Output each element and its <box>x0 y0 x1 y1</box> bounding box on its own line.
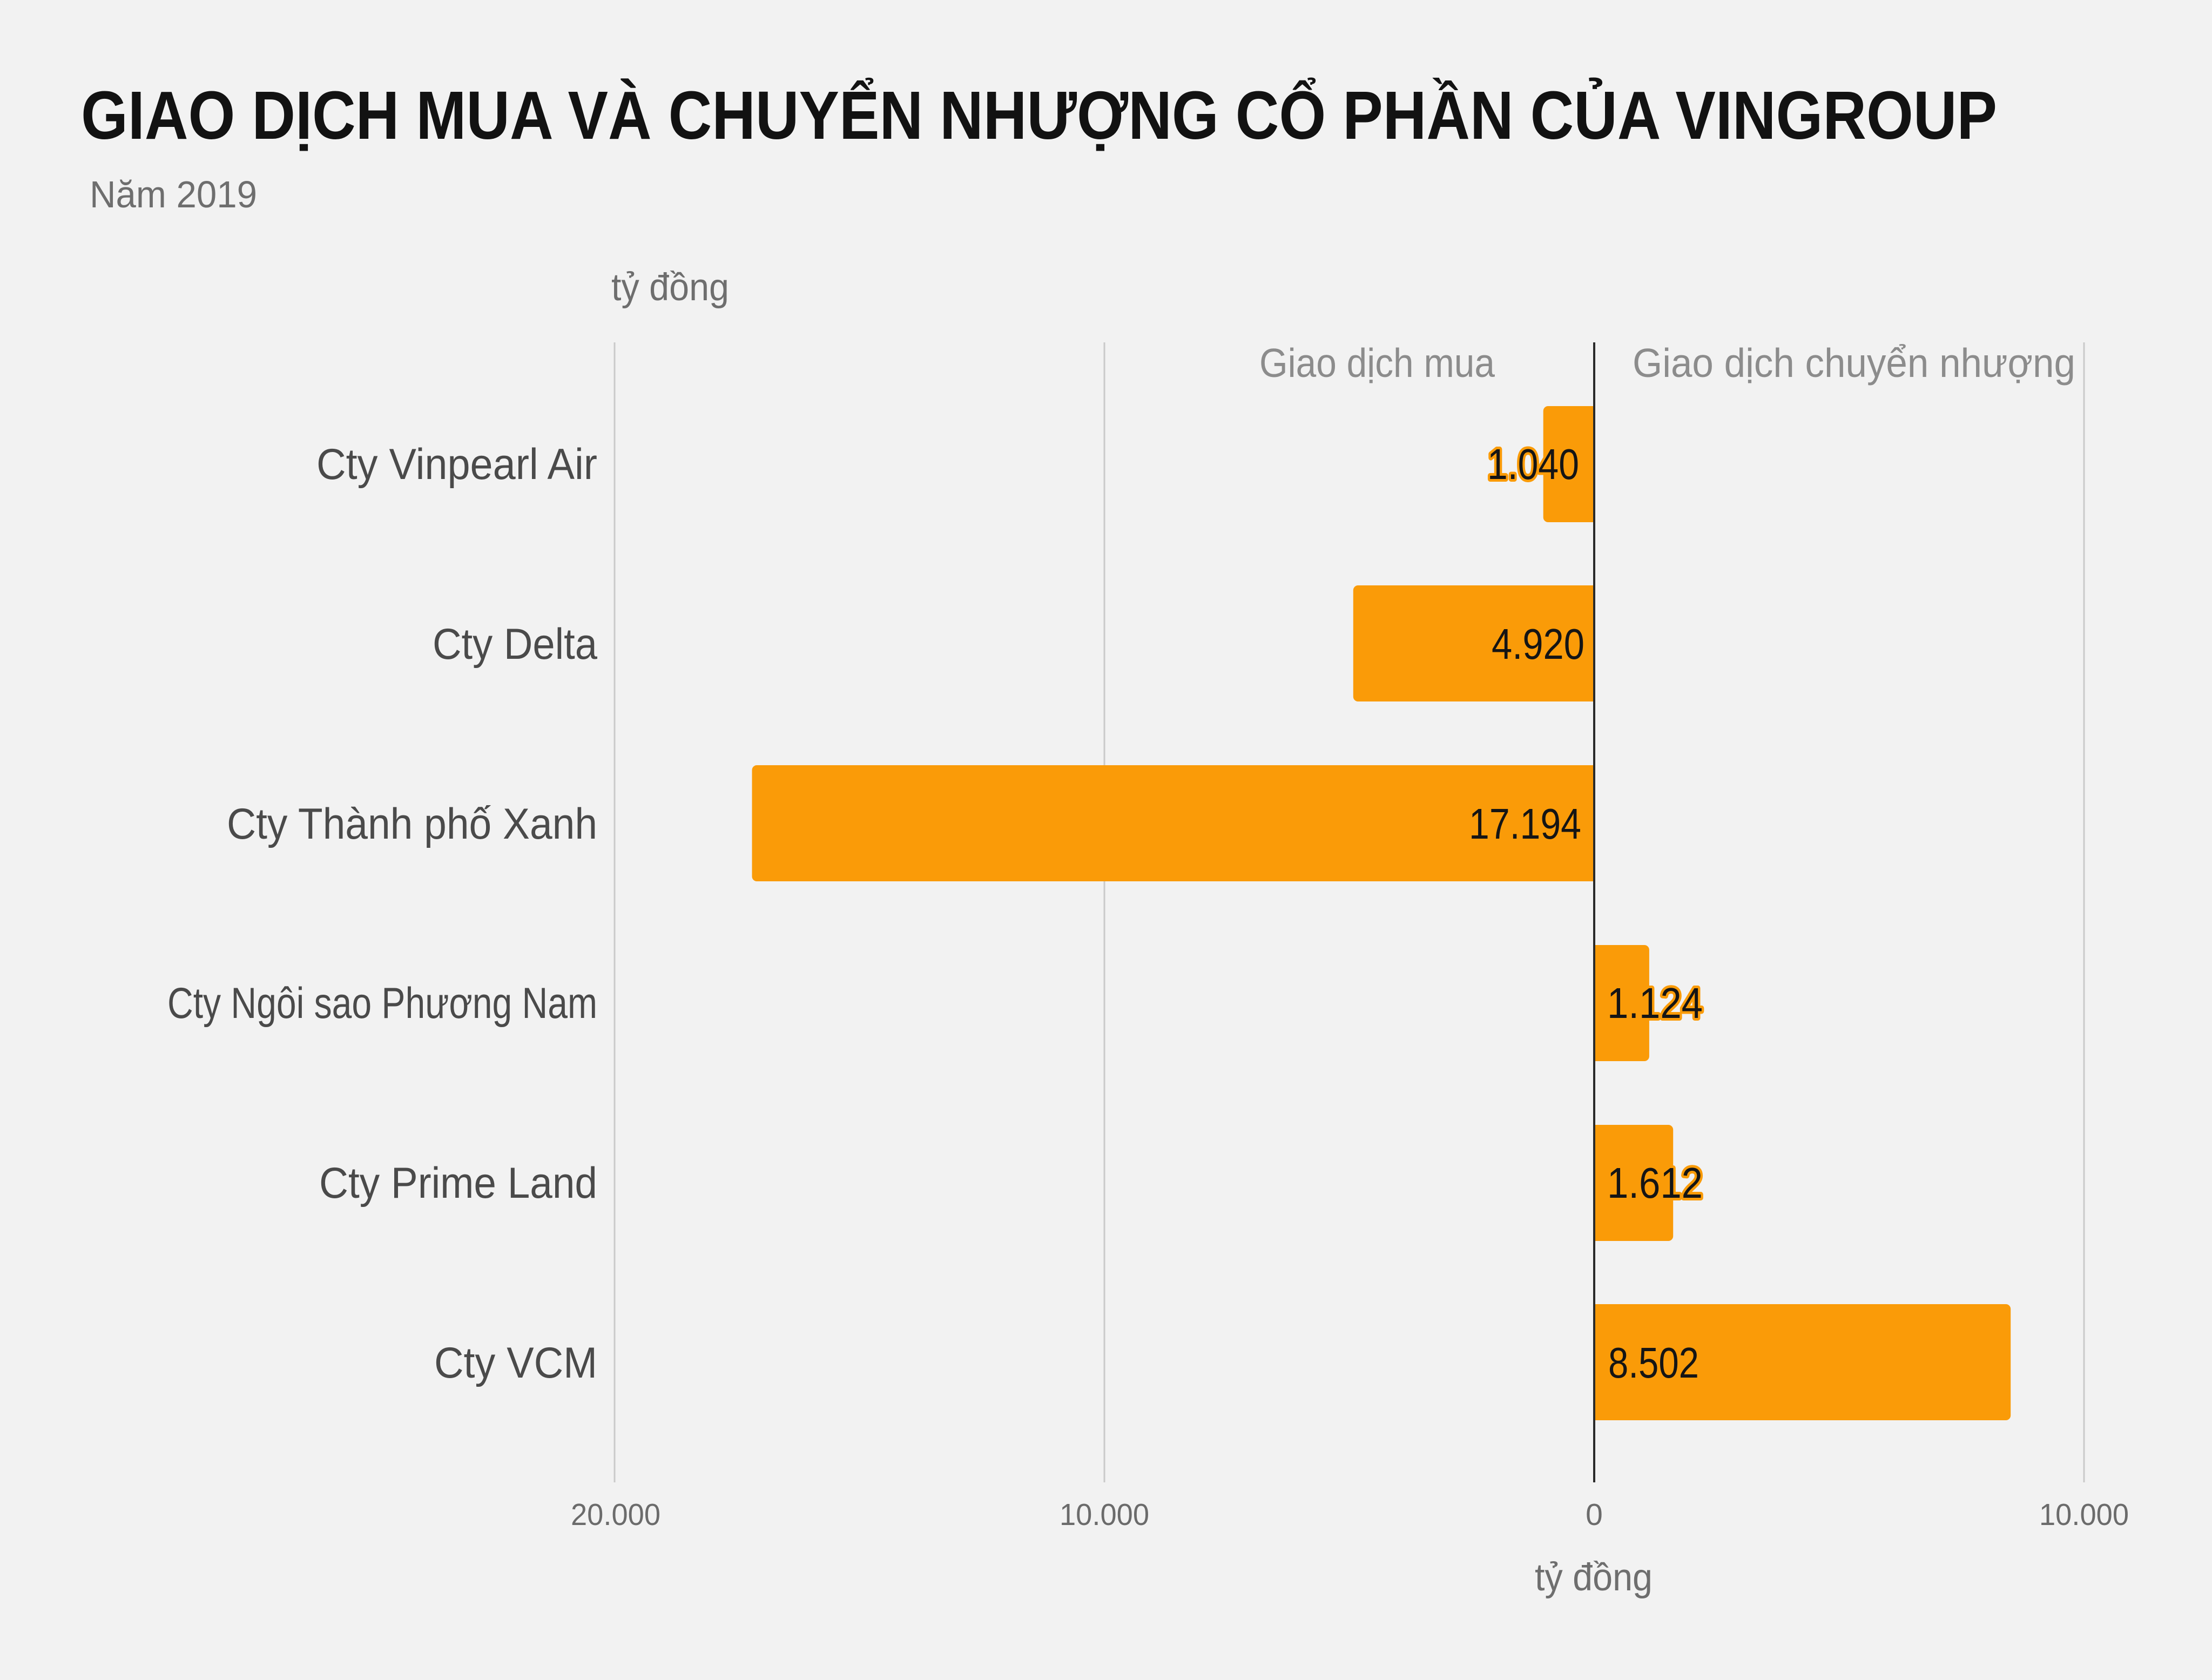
svg-text:1.612: 1.612 <box>1607 1159 1703 1207</box>
svg-text:tỷ đồng: tỷ đồng <box>1535 1556 1653 1599</box>
svg-text:10.000: 10.000 <box>1060 1497 1149 1532</box>
svg-text:10.000: 10.000 <box>2039 1497 2129 1532</box>
svg-text:0: 0 <box>1586 1497 1603 1532</box>
svg-text:4.920: 4.920 <box>1492 620 1584 668</box>
svg-text:1.124: 1.124 <box>1607 979 1703 1027</box>
svg-text:Cty Vinpearl Air: Cty Vinpearl Air <box>316 440 597 489</box>
svg-text:20.000: 20.000 <box>571 1497 660 1532</box>
svg-text:Cty Thành phố Xanh: Cty Thành phố Xanh <box>227 800 597 848</box>
svg-text:Giao dịch chuyển nhượng: Giao dịch chuyển nhượng <box>1633 340 2075 386</box>
svg-text:Năm 2019: Năm 2019 <box>90 173 257 215</box>
svg-text:Cty Prime Land: Cty Prime Land <box>319 1159 597 1207</box>
svg-text:Giao dịch mua: Giao dịch mua <box>1259 340 1495 386</box>
svg-text:8.502: 8.502 <box>1608 1339 1699 1387</box>
svg-text:1.040: 1.040 <box>1487 440 1579 488</box>
svg-text:Cty VCM: Cty VCM <box>434 1339 597 1387</box>
svg-text:GIAO DỊCH MUA VÀ CHUYỂN NHƯỢNG: GIAO DỊCH MUA VÀ CHUYỂN NHƯỢNG CỔ PHẦN C… <box>81 77 1997 153</box>
svg-text:17.194: 17.194 <box>1469 800 1581 848</box>
svg-text:Cty Ngôi sao Phương Nam: Cty Ngôi sao Phương Nam <box>167 979 597 1028</box>
svg-text:Cty Delta: Cty Delta <box>433 620 598 669</box>
svg-text:tỷ đồng: tỷ đồng <box>611 266 729 309</box>
